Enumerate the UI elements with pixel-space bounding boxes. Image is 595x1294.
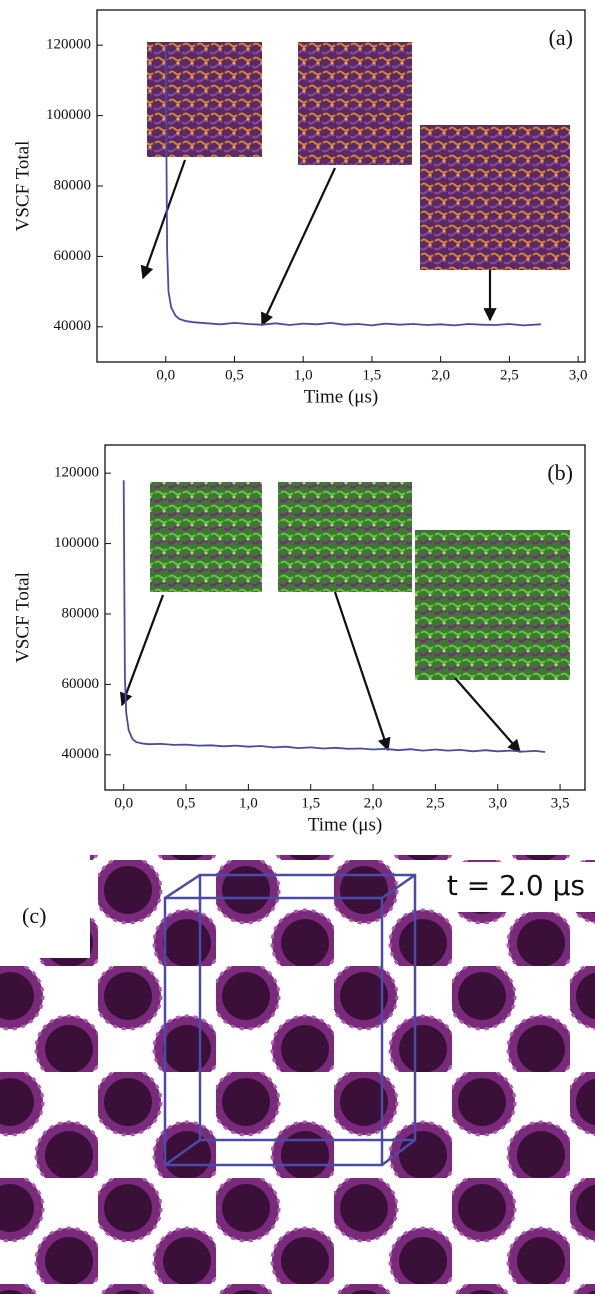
data-line [122, 480, 546, 753]
y-tick-label: 40000 [54, 318, 92, 334]
blank [0, 855, 90, 958]
x-tick-label: 1,5 [363, 367, 382, 383]
data-line [164, 45, 542, 327]
x-axis-title: Time (μs) [308, 814, 382, 835]
snapshot [150, 482, 262, 592]
simulation-box [163, 873, 417, 1167]
x-tick-label: 3,0 [488, 795, 507, 811]
x-tick-label: 0,0 [156, 367, 175, 383]
y-tick-label: 100000 [46, 107, 91, 123]
y-tick-label: 80000 [62, 605, 100, 621]
label-box [443, 862, 595, 912]
arrow [333, 591, 391, 752]
x-tick-label: 2,0 [364, 795, 383, 811]
y-tick-label: 100000 [54, 535, 99, 551]
y-tick-label: 120000 [46, 37, 91, 53]
y-tick-label: 40000 [62, 746, 100, 762]
x-tick-label: 0,5 [177, 795, 196, 811]
time-label: t = 2.0 μs [447, 869, 585, 902]
snapshot [420, 125, 570, 270]
x-tick-label: 3,5 [551, 795, 570, 811]
y-tick-label: 80000 [54, 177, 92, 193]
x-tick-label: 2,5 [500, 367, 519, 383]
snapshot [298, 42, 412, 165]
x-tick-label: 1,0 [239, 795, 258, 811]
arrow [119, 594, 165, 707]
micelle-image [0, 855, 595, 1294]
panel-label: (c) [22, 903, 46, 928]
x-tick-label: 2,5 [426, 795, 445, 811]
arrow [140, 159, 187, 280]
x-tick-label: 1,0 [294, 367, 313, 383]
snapshot [147, 42, 262, 157]
x-tick-label: 0,0 [114, 795, 133, 811]
panel-label: (b) [547, 460, 573, 485]
y-axis-title: VSCF Total [12, 572, 33, 663]
y-axis-title: VSCF Total [12, 141, 33, 232]
x-tick-label: 3,0 [569, 367, 588, 383]
panel-label: (a) [549, 25, 573, 50]
arrow [454, 677, 521, 753]
x-axis-title: Time (μs) [304, 386, 378, 407]
y-tick-label: 60000 [54, 248, 92, 264]
x-tick-label: 0,5 [225, 367, 244, 383]
plot-frame [104, 444, 586, 791]
snapshot [415, 530, 570, 680]
snapshot [278, 482, 412, 592]
x-tick-label: 1,5 [301, 795, 320, 811]
x-tick-label: 2,0 [431, 367, 450, 383]
arrow [261, 167, 336, 327]
y-tick-label: 60000 [62, 676, 100, 692]
panel-c: (c) t = 2.0 μs [0, 855, 595, 1294]
y-tick-label: 120000 [54, 465, 99, 481]
